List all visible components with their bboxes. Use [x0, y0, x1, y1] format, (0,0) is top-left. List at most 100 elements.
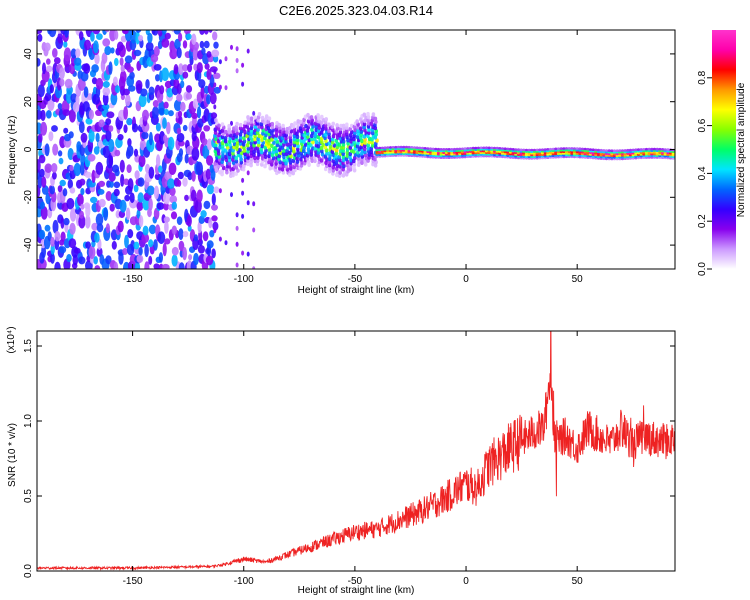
spectrogram-cell [231, 173, 235, 178]
spectrogram-cell [126, 145, 134, 157]
spectrogram-cell [295, 140, 300, 146]
spectrogram-cell [249, 116, 254, 121]
spectrogram-cell [221, 153, 225, 158]
spectrogram-cell [224, 85, 228, 91]
spectrogram-cell [44, 42, 51, 52]
spectrogram-cell [155, 74, 160, 82]
colorbar-gradient [712, 30, 736, 269]
spectrogram-cell [157, 40, 163, 50]
spectrogram-cell [92, 30, 101, 35]
spectrogram-cell [182, 177, 188, 187]
spectrogram-cell [80, 132, 88, 143]
spectrogram-cell [211, 204, 218, 211]
spectrogram-cell [213, 127, 218, 132]
spectrogram-cell [68, 238, 77, 249]
spectrogram-cell [125, 207, 131, 221]
spectrogram-cell [142, 109, 149, 121]
spectrogram-cell [256, 143, 261, 148]
spectrogram-cell [63, 217, 70, 226]
spectrogram-cell [192, 98, 199, 109]
spectrogram-cell [138, 35, 144, 42]
spectrogram-cell [182, 40, 188, 49]
spectrogram-cell [492, 146, 497, 150]
spectrogram-cell [147, 32, 153, 44]
chart-title: C2E6.2025.323.04.03.R14 [279, 3, 433, 18]
spectrogram-cell [178, 63, 184, 76]
spectrogram-cell [153, 239, 158, 251]
spectrogram-cell [279, 141, 283, 146]
spectrogram-cell [148, 131, 153, 146]
spectrogram-cell [214, 146, 218, 151]
spectrogram-cell [98, 119, 105, 128]
spectrogram-cell [327, 131, 331, 137]
spectrogram-cell [352, 140, 357, 145]
spectrogram-cell [39, 168, 45, 178]
spectrogram-cell [148, 239, 154, 248]
spectrogram-cell [349, 139, 353, 144]
spectrogram-cell [213, 161, 217, 166]
spectrogram-cell [171, 254, 178, 267]
spectrogram-cell [50, 236, 55, 247]
spectrogram-cell [73, 57, 82, 66]
spectrogram-cell [338, 130, 343, 135]
spectrogram-cell [447, 148, 451, 151]
spectrogram-cell [360, 160, 364, 165]
spectrogram-cell [213, 104, 217, 110]
spectrogram-cell [428, 147, 433, 150]
spectrogram-cell [64, 78, 73, 89]
spectrogram-cell [639, 148, 643, 151]
spectrogram-cell [404, 145, 409, 149]
spectrogram-cell [498, 147, 502, 150]
spectrogram-cell [289, 166, 293, 171]
spectrogram-cell [591, 148, 595, 151]
spectrogram-cell [319, 158, 324, 163]
snr-y-tick-label: 0.0 [23, 564, 34, 578]
spectrogram-cell [224, 240, 228, 246]
spectrogram-cell [235, 225, 239, 231]
spectrogram-cell [540, 148, 545, 151]
spectrogram-cell [173, 99, 182, 112]
spectrogram-cell [102, 81, 110, 88]
spectrogram-cell [636, 148, 641, 151]
spectrogram-cell [241, 250, 245, 256]
spectrogram-cell [270, 143, 274, 148]
spectrogram-cell [181, 64, 189, 72]
spectrogram-cells [37, 30, 675, 269]
spectrogram-cell [213, 69, 217, 75]
spectrogram-cell [213, 228, 217, 234]
spectrogram-cell [45, 110, 52, 119]
colorbar-tick-label: 0.8 [697, 70, 708, 84]
spectrogram-cell [538, 148, 542, 152]
spectrogram-cell [375, 146, 379, 150]
spectrogram-cell [166, 121, 171, 135]
spectrogram-cell [73, 162, 82, 177]
spectrogram-cell [426, 147, 430, 150]
spectrogram-cell [331, 168, 336, 173]
spectrogram-cell [108, 61, 113, 75]
spectrogram-cell [130, 240, 136, 251]
spectrogram-cell [224, 56, 228, 62]
spectrogram-cell [230, 120, 233, 126]
spectrogram-cell [292, 143, 297, 148]
spectrogram-cell [230, 192, 233, 198]
snr-frame [36, 330, 676, 572]
spectrogram-cell [206, 51, 212, 58]
spectrogram-cell [650, 147, 654, 151]
spectrogram-cell [79, 178, 86, 186]
spectrogram-cell [320, 114, 324, 120]
spectrogram-x-label: Height of straight line (km) [298, 285, 415, 296]
spectrogram-y-tick-label: 20 [23, 96, 34, 108]
spectrogram-cell [125, 94, 131, 107]
spectrogram-cell [319, 136, 324, 141]
spectrogram-cell [203, 125, 211, 132]
spectrogram-cell [102, 103, 110, 110]
spectrogram-cell [184, 153, 189, 164]
spectrogram-cell [58, 157, 64, 165]
spectrogram-cell [240, 150, 244, 156]
spectrogram-cell [455, 147, 459, 151]
spectrogram-cell [152, 100, 159, 108]
spectrogram-cell [68, 131, 74, 139]
spectrogram-cell [129, 71, 135, 80]
spectrogram-cell [75, 94, 80, 106]
